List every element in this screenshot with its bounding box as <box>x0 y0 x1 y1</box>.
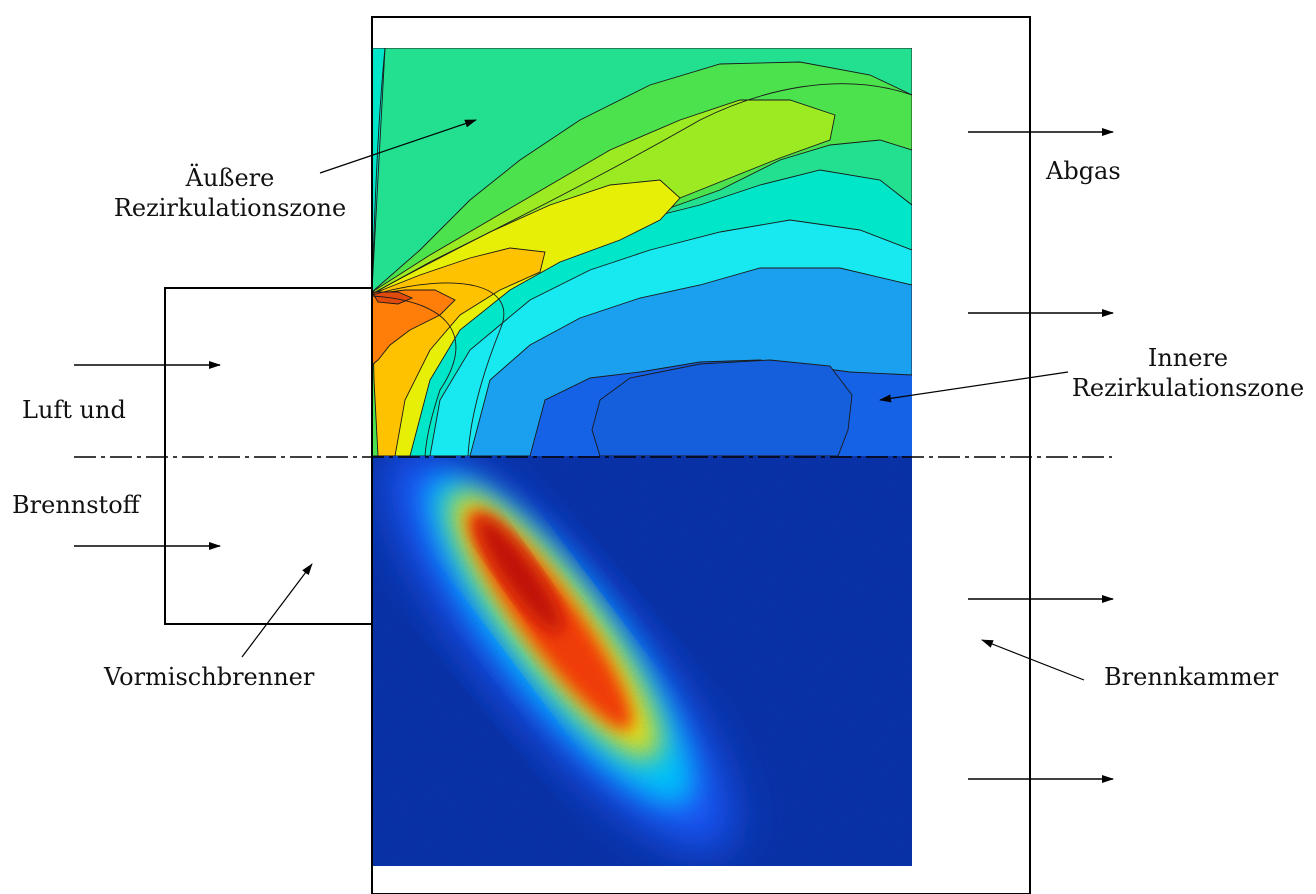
label-premix-burner: Vormischbrenner <box>104 663 315 691</box>
burner-outline <box>164 287 372 625</box>
leader-outer-recirculation <box>319 119 477 174</box>
flame-image <box>372 456 912 866</box>
leader-inner-recirculation <box>879 371 1069 403</box>
leader-premix-burner <box>241 563 313 658</box>
contour-band-9 <box>372 289 456 366</box>
label-exhaust: Abgas <box>1046 157 1121 185</box>
geometry <box>74 16 1112 894</box>
contour-line <box>372 295 457 456</box>
contour-line <box>372 282 505 456</box>
label-inner-line-1: Innere <box>1147 344 1229 372</box>
label-inner-line-2: Rezirkulationszone <box>1071 374 1305 402</box>
contour-line <box>372 48 386 291</box>
label-inner-recirculation: Innere Rezirkulationszone <box>1060 343 1316 403</box>
leader-lines <box>241 119 1085 681</box>
label-combustion-chamber: Brennkammer <box>1104 663 1279 691</box>
label-fuel: Brennstoff <box>12 491 140 519</box>
contour-line <box>372 83 912 295</box>
combustion-chamber-outline <box>371 16 1031 894</box>
contour-field <box>372 48 912 456</box>
label-outer-line-1: Äußere <box>185 164 275 192</box>
label-air-and: Luft und <box>22 396 126 424</box>
label-outer-recirculation: Äußere Rezirkulationszone <box>110 163 350 223</box>
leader-combustion-chamber <box>981 639 1085 681</box>
contour-inner-core <box>591 359 853 456</box>
label-outer-line-2: Rezirkulationszone <box>113 194 347 222</box>
flow-arrows <box>74 128 1114 783</box>
